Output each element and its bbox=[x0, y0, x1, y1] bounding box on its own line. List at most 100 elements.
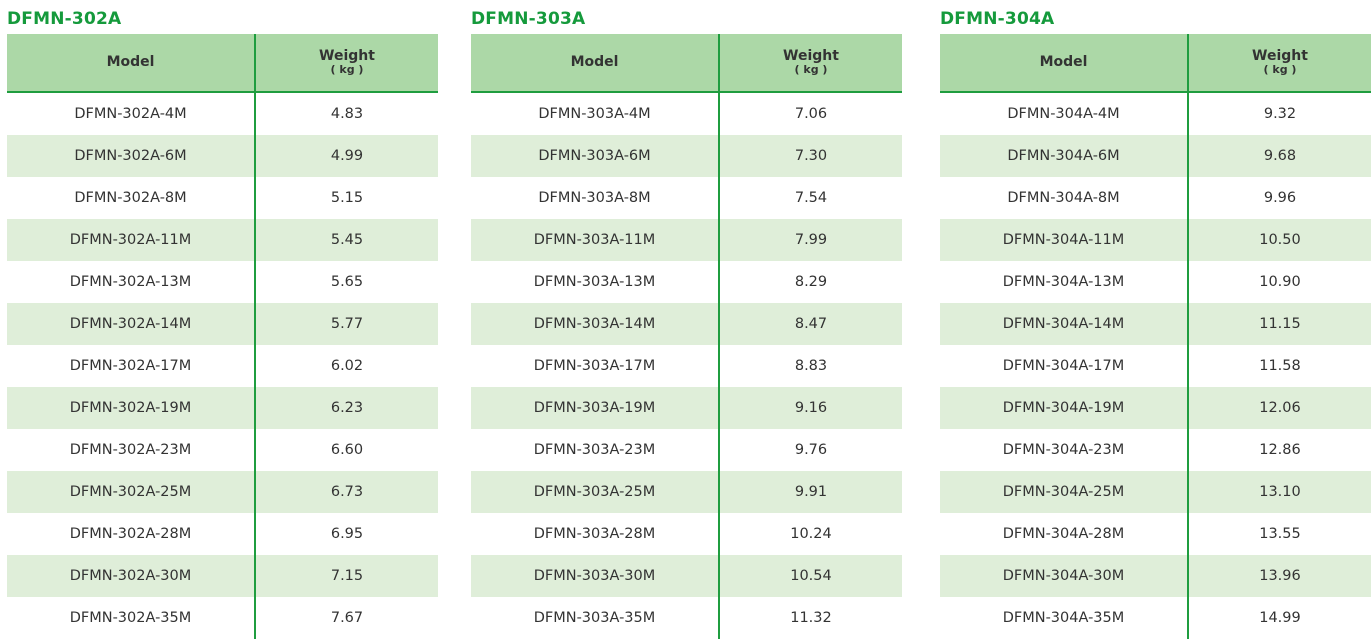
table-row: DFMN-304A-11M 10.50 bbox=[940, 219, 1371, 261]
table-row: DFMN-302A-11M 5.45 bbox=[7, 219, 438, 261]
weight-cell: 9.91 bbox=[719, 471, 902, 513]
table-row: DFMN-304A-30M 13.96 bbox=[940, 555, 1371, 597]
model-cell: DFMN-304A-19M bbox=[940, 387, 1189, 429]
model-cell: DFMN-302A-23M bbox=[7, 429, 256, 471]
column-header-weight: Weight ( kg ) bbox=[1188, 34, 1371, 93]
model-cell: DFMN-302A-35M bbox=[7, 597, 256, 639]
model-cell: DFMN-304A-6M bbox=[940, 135, 1189, 177]
weight-cell: 7.06 bbox=[794, 106, 828, 122]
model-cell: DFMN-304A-11M bbox=[940, 219, 1189, 261]
model-cell: DFMN-304A-30M bbox=[940, 555, 1189, 597]
weight-cell: 6.73 bbox=[255, 471, 438, 513]
model-cell: DFMN-303A-8M bbox=[471, 177, 720, 219]
model-cell: DFMN-302A-8M bbox=[7, 177, 256, 219]
weight-cell: 9.16 bbox=[719, 387, 902, 429]
model-cell: DFMN-302A-25M bbox=[7, 471, 256, 513]
weight-cell: 8.83 bbox=[794, 358, 828, 374]
weight-table-block: DFMN-303A Model Weight ( kg ) DFMN-303A-… bbox=[471, 0, 902, 639]
model-cell: DFMN-303A-11M bbox=[471, 219, 720, 261]
weight-cell: 9.76 bbox=[794, 442, 828, 458]
model-cell: DFMN-302A-13M bbox=[7, 261, 256, 303]
weight-cell: 4.99 bbox=[255, 135, 438, 177]
table-row: DFMN-304A-6M 9.68 bbox=[940, 135, 1371, 177]
weight-cell: 8.29 bbox=[794, 274, 828, 290]
weight-cell: 8.47 bbox=[719, 303, 902, 345]
table-row: DFMN-302A-14M 5.77 bbox=[7, 303, 438, 345]
weight-cell: 13.10 bbox=[1188, 471, 1371, 513]
weight-cell: 13.55 bbox=[1259, 526, 1301, 542]
table-row: DFMN-303A-8M 7.54 bbox=[471, 177, 902, 219]
model-cell: DFMN-303A-17M bbox=[471, 345, 720, 387]
weight-cell: 6.02 bbox=[330, 358, 364, 374]
table-header-row: Model Weight ( kg ) bbox=[7, 34, 438, 93]
weight-cell: 7.15 bbox=[255, 555, 438, 597]
weight-cell: 11.32 bbox=[790, 610, 832, 626]
weight-cell: 7.99 bbox=[719, 219, 902, 261]
table-row: DFMN-303A-28M 10.24 bbox=[471, 513, 902, 555]
weight-cell: 9.32 bbox=[1263, 106, 1297, 122]
model-cell: DFMN-303A-14M bbox=[471, 303, 720, 345]
model-cell: DFMN-303A-35M bbox=[471, 597, 720, 639]
table-row: DFMN-302A-30M 7.15 bbox=[7, 555, 438, 597]
table-header-row: Model Weight ( kg ) bbox=[471, 34, 902, 93]
weight-cell: 5.45 bbox=[255, 219, 438, 261]
weight-cell: 14.99 bbox=[1259, 610, 1301, 626]
table-title: DFMN-302A bbox=[7, 9, 122, 29]
table-row: DFMN-302A-17M 6.02 bbox=[7, 345, 438, 387]
model-cell: DFMN-302A-4M bbox=[7, 92, 256, 135]
weight-cell: 7.30 bbox=[719, 135, 902, 177]
weight-table-block: DFMN-302A Model Weight ( kg ) DFMN-302A-… bbox=[7, 0, 438, 639]
model-cell: DFMN-303A-13M bbox=[471, 261, 720, 303]
table-row: DFMN-302A-19M 6.23 bbox=[7, 387, 438, 429]
weight-cell: 5.15 bbox=[330, 190, 364, 206]
weight-cell: 10.90 bbox=[1259, 274, 1301, 290]
model-cell: DFMN-303A-28M bbox=[471, 513, 720, 555]
weight-cell: 7.54 bbox=[794, 190, 828, 206]
weight-cell: 11.15 bbox=[1188, 303, 1371, 345]
table-row: DFMN-302A-28M 6.95 bbox=[7, 513, 438, 555]
weight-cell: 7.67 bbox=[330, 610, 364, 626]
model-cell: DFMN-303A-19M bbox=[471, 387, 720, 429]
table-row: DFMN-304A-35M 14.99 bbox=[940, 597, 1371, 639]
table-row: DFMN-304A-14M 11.15 bbox=[940, 303, 1371, 345]
column-header-model: Model bbox=[7, 34, 256, 93]
table-row: DFMN-304A-19M 12.06 bbox=[940, 387, 1371, 429]
weight-cell: 6.23 bbox=[255, 387, 438, 429]
weight-table: Model Weight ( kg ) DFMN-302A-4M 4.83 DFM… bbox=[7, 34, 438, 639]
table-row: DFMN-302A-35M 7.67 bbox=[7, 597, 438, 639]
table-row: DFMN-303A-30M 10.54 bbox=[471, 555, 902, 597]
table-row: DFMN-303A-35M 11.32 bbox=[471, 597, 902, 639]
weight-label: Weight bbox=[1252, 47, 1308, 64]
table-row: DFMN-304A-8M 9.96 bbox=[940, 177, 1371, 219]
model-cell: DFMN-304A-4M bbox=[940, 92, 1189, 135]
weight-unit: ( kg ) bbox=[330, 62, 364, 76]
table-row: DFMN-304A-4M 9.32 bbox=[940, 92, 1371, 135]
table-row: DFMN-302A-13M 5.65 bbox=[7, 261, 438, 303]
weight-cell: 13.96 bbox=[1188, 555, 1371, 597]
weight-table: Model Weight ( kg ) DFMN-304A-4M 9.32 DFM… bbox=[940, 34, 1371, 639]
model-cell: DFMN-304A-23M bbox=[940, 429, 1189, 471]
model-cell: DFMN-304A-13M bbox=[940, 261, 1189, 303]
weight-label: Weight bbox=[783, 47, 839, 64]
table-row: DFMN-303A-19M 9.16 bbox=[471, 387, 902, 429]
weight-unit: ( kg ) bbox=[1263, 62, 1297, 76]
weight-cell: 10.54 bbox=[719, 555, 902, 597]
model-cell: DFMN-303A-6M bbox=[471, 135, 720, 177]
model-cell: DFMN-303A-23M bbox=[471, 429, 720, 471]
model-cell: DFMN-302A-14M bbox=[7, 303, 256, 345]
table-row: DFMN-304A-17M 11.58 bbox=[940, 345, 1371, 387]
weight-label: Weight bbox=[319, 47, 375, 64]
weight-cell: 9.96 bbox=[1263, 190, 1297, 206]
weight-cell: 6.60 bbox=[330, 442, 364, 458]
model-cell: DFMN-304A-28M bbox=[940, 513, 1189, 555]
table-row: DFMN-304A-13M 10.90 bbox=[940, 261, 1371, 303]
model-cell: DFMN-304A-25M bbox=[940, 471, 1189, 513]
table-row: DFMN-303A-14M 8.47 bbox=[471, 303, 902, 345]
model-cell: DFMN-302A-6M bbox=[7, 135, 256, 177]
table-row: DFMN-303A-23M 9.76 bbox=[471, 429, 902, 471]
weight-cell: 11.58 bbox=[1259, 358, 1301, 374]
weight-cell: 12.06 bbox=[1188, 387, 1371, 429]
weight-cell: 4.83 bbox=[330, 106, 364, 122]
table-row: DFMN-303A-17M 8.83 bbox=[471, 345, 902, 387]
model-cell: DFMN-302A-30M bbox=[7, 555, 256, 597]
